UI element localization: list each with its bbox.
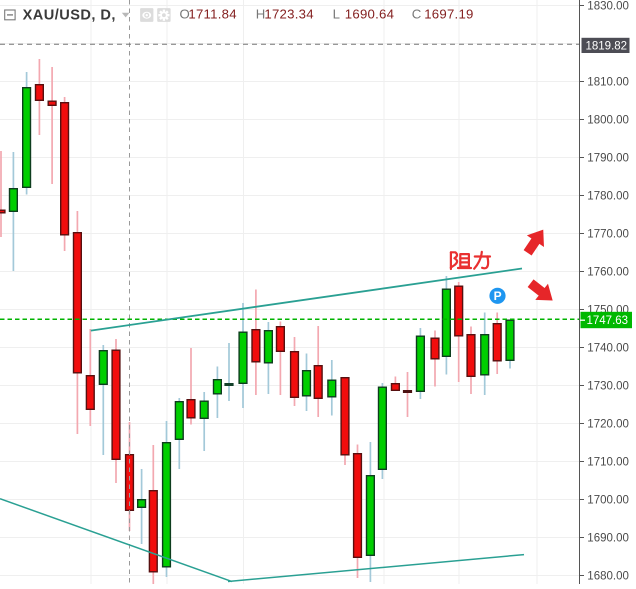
svg-text:1690.64: 1690.64 — [345, 7, 394, 22]
svg-text:1680.00: 1680.00 — [587, 571, 629, 583]
svg-text:H: H — [256, 7, 266, 22]
svg-text:1723.34: 1723.34 — [264, 7, 313, 22]
svg-text:1819.82: 1819.82 — [586, 41, 628, 53]
svg-text:1747.63: 1747.63 — [587, 315, 629, 327]
svg-text:1810.00: 1810.00 — [587, 77, 629, 89]
svg-text:1770.00: 1770.00 — [587, 229, 629, 241]
svg-text:1760.00: 1760.00 — [587, 267, 629, 279]
svg-text:1800.00: 1800.00 — [587, 115, 629, 127]
svg-text:XAU/USD, D,: XAU/USD, D, — [23, 8, 116, 24]
svg-text:C: C — [412, 7, 422, 22]
svg-text:1711.84: 1711.84 — [188, 7, 236, 22]
svg-text:1700.00: 1700.00 — [587, 495, 629, 507]
svg-text:1740.00: 1740.00 — [587, 343, 629, 355]
svg-text:1730.00: 1730.00 — [587, 381, 629, 393]
svg-text:1697.19: 1697.19 — [424, 7, 473, 22]
svg-text:1710.00: 1710.00 — [587, 457, 629, 469]
svg-text:O: O — [180, 7, 191, 22]
svg-text:1720.00: 1720.00 — [587, 419, 629, 431]
svg-text:P: P — [494, 289, 502, 303]
svg-text:1690.00: 1690.00 — [587, 533, 629, 545]
svg-text:L: L — [333, 7, 341, 22]
svg-text:1830.00: 1830.00 — [587, 1, 629, 13]
svg-text:1780.00: 1780.00 — [587, 191, 629, 203]
svg-text:1790.00: 1790.00 — [587, 153, 629, 165]
